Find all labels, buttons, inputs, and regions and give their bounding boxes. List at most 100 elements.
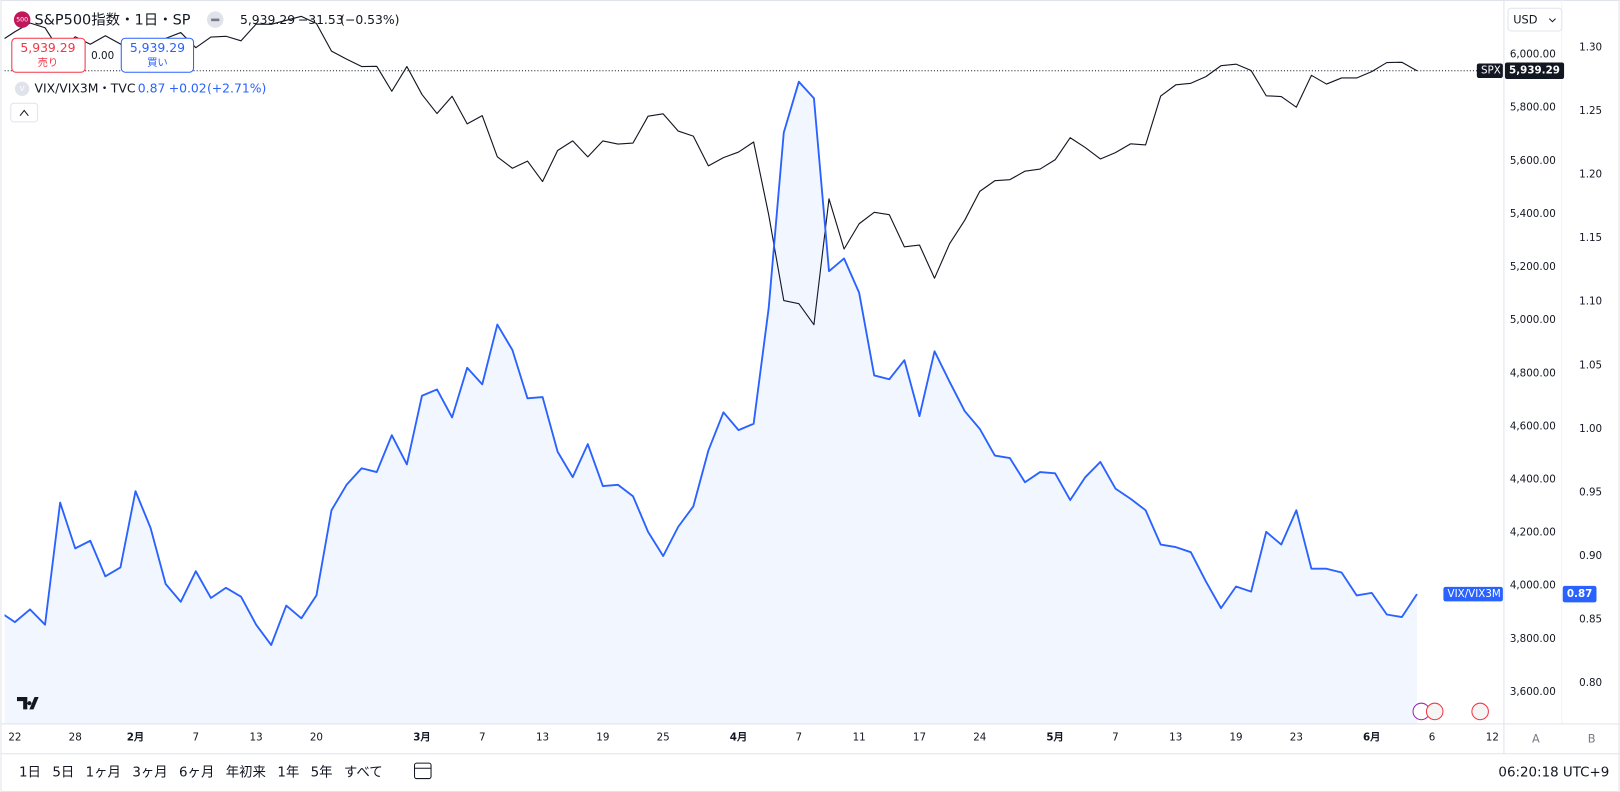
- compare-icon: [14, 81, 30, 97]
- y-tick-label: 4,600.00: [1510, 420, 1556, 432]
- last-value-label: 5,939.29: [1509, 65, 1560, 77]
- plot-area: [4, 15, 1504, 724]
- range-button[interactable]: 3ヶ月: [132, 765, 167, 780]
- last-price: 5,939.29: [240, 12, 295, 27]
- buy-button[interactable]: [120, 37, 195, 73]
- currency: USD: [1513, 13, 1538, 27]
- buy-label: 買い: [147, 57, 168, 69]
- collapse-icon: [19, 109, 29, 116]
- x-tick-label: 7: [479, 731, 486, 743]
- y-tick-label: 3,600.00: [1510, 686, 1556, 698]
- x-tick-label: 28: [69, 731, 82, 743]
- y2-tick-label: 1.10: [1579, 296, 1602, 308]
- last-value-label: 0.87: [1567, 588, 1592, 600]
- series-tag: [1476, 63, 1503, 78]
- x-tick-label: 24: [973, 731, 986, 743]
- last-value-box: [1562, 585, 1597, 603]
- x-tick-label: 5月: [1046, 731, 1064, 743]
- y-tick-label: 4,800.00: [1510, 367, 1556, 379]
- y2-tick-label: 1.30: [1579, 41, 1602, 53]
- y2-tick-label: 1.00: [1579, 423, 1602, 435]
- x-tick-label: 19: [1229, 731, 1242, 743]
- y-tick-label: 4,400.00: [1510, 474, 1556, 486]
- sell-price: 5,939.29: [20, 40, 75, 55]
- range-button[interactable]: 1年: [277, 764, 299, 780]
- axis-button-label[interactable]: B: [1588, 731, 1596, 745]
- y2-tick-label: 1.25: [1579, 105, 1602, 117]
- buy-price: 5,939.29: [130, 40, 185, 55]
- calendar-icon[interactable]: [413, 762, 432, 780]
- x-tick-label: 6: [1429, 731, 1436, 743]
- y2-tick-label: 1.05: [1579, 359, 1602, 371]
- y-tick-label: 6,000.00: [1510, 49, 1556, 61]
- x-tick-label: 6月: [1363, 731, 1381, 743]
- x-tick-label: 20: [310, 731, 323, 743]
- x-tick-label: 17: [913, 731, 926, 743]
- logo: [16, 697, 39, 710]
- y-tick-label: 4,000.00: [1510, 580, 1556, 592]
- y-tick-label: 4,200.00: [1510, 527, 1556, 539]
- range-button[interactable]: 5年: [311, 764, 333, 780]
- collapse-button[interactable]: [10, 102, 39, 123]
- y-tick-label: 5,800.00: [1510, 102, 1556, 114]
- x-tick-label: 2月: [127, 731, 145, 743]
- y-tick-label: 3,800.00: [1510, 633, 1556, 645]
- axis-button[interactable]: [1582, 730, 1601, 749]
- range-button[interactable]: 年初来: [226, 764, 266, 780]
- sell-label: 売り: [38, 56, 59, 69]
- x-tick-label: 7: [796, 731, 803, 743]
- symbol-icon-text: 500: [16, 17, 28, 24]
- series-tag-label: SPX: [1481, 65, 1501, 77]
- x-tick-label: 7: [1112, 731, 1119, 743]
- x-tick-label: 19: [596, 731, 609, 743]
- range-button[interactable]: 1日: [19, 765, 41, 780]
- currency-button[interactable]: [1507, 7, 1563, 32]
- y-tick-label: 5,200.00: [1510, 261, 1556, 273]
- x-tick-label: 13: [536, 731, 549, 743]
- x-tick-label: 13: [1169, 731, 1182, 743]
- event-icon[interactable]: [1471, 702, 1489, 721]
- line: [4, 15, 1418, 326]
- change: −31.53: [298, 12, 344, 27]
- event-icon[interactable]: [1425, 702, 1444, 721]
- y2-tick-label: 0.95: [1579, 486, 1602, 498]
- toolbar: 1日 5日 1ヶ月 3ヶ月 6ヶ月 年初来 1年 5年 すべて: [19, 764, 383, 780]
- change-pct: (−0.53%): [340, 12, 399, 27]
- spread: 0.00: [91, 50, 114, 62]
- symbol-icon: [13, 11, 31, 28]
- x-tick-label: 11: [853, 731, 866, 743]
- x-tick-label: 13: [250, 731, 263, 743]
- range-button[interactable]: 6ヶ月: [179, 765, 214, 780]
- x-tick-label: 12: [1486, 731, 1499, 743]
- y-tick-label: 5,400.00: [1510, 208, 1556, 220]
- y2-tick-label: 0.90: [1579, 550, 1602, 562]
- compare-change: +0.02: [169, 80, 207, 95]
- x-tick-label: 22: [8, 731, 21, 743]
- range-button[interactable]: 1ヶ月: [86, 765, 121, 780]
- axis-button-label[interactable]: A: [1532, 731, 1540, 745]
- compare-icon-text: V: [20, 84, 25, 93]
- y2-tick-label: 1.20: [1579, 169, 1602, 181]
- x-tick-label: 25: [657, 731, 670, 743]
- range-button[interactable]: すべて: [344, 764, 383, 780]
- x-tick-label: 4月: [730, 731, 748, 743]
- range-button[interactable]: 5日: [52, 765, 74, 780]
- x-tick-label: 3月: [413, 731, 431, 743]
- compare-last: 0.87: [138, 80, 166, 95]
- series-tag: [1443, 586, 1503, 602]
- compare-title[interactable]: VIX/VIX3M・TVC: [35, 80, 136, 95]
- y2-tick-label: 0.85: [1579, 614, 1602, 626]
- axis-button[interactable]: [1526, 730, 1546, 749]
- area: [4, 81, 1417, 724]
- series-title[interactable]: S&P500指数・1日・SP: [35, 12, 191, 29]
- x-tick-label: 7: [193, 731, 200, 743]
- clock: 06:20:18 UTC+9: [1498, 765, 1609, 780]
- line: [4, 80, 1418, 646]
- y-tick-label: 5,600.00: [1510, 155, 1556, 167]
- sell-button[interactable]: [11, 37, 86, 73]
- y2-tick-label: 0.80: [1579, 677, 1602, 689]
- last-value-box: [1504, 62, 1565, 79]
- status-icon-bar: [211, 18, 220, 22]
